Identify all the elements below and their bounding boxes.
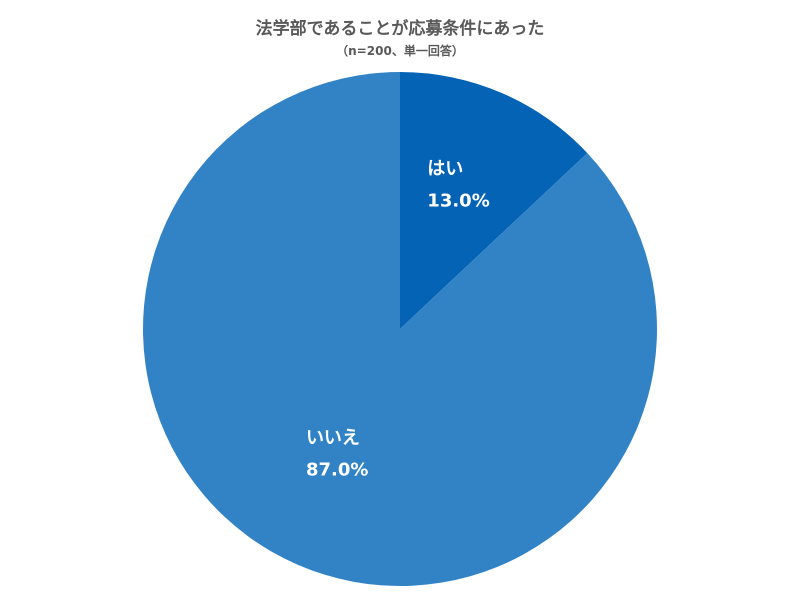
slice-value-text: 87.0% (306, 459, 368, 480)
slice-no (142, 72, 657, 586)
slice-label-yes: はい 13.0% (427, 158, 489, 211)
chart-subtitle: （n=200、単一回答） (336, 44, 464, 58)
slice-category-text: はい (427, 158, 463, 179)
slice-value-text: 13.0% (427, 190, 489, 211)
slice-label-no: いいえ 87.0% (306, 427, 368, 480)
chart-title: 法学部であることが応募条件にあった (255, 19, 545, 39)
slice-category-text: いいえ (306, 427, 360, 448)
slice-yes (400, 72, 588, 329)
